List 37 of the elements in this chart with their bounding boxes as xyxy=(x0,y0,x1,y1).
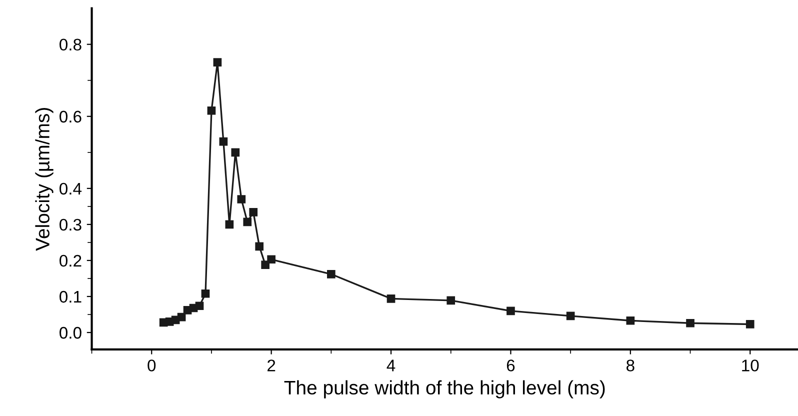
y-tick-label: 0.0 xyxy=(60,326,82,339)
point xyxy=(626,316,635,325)
y-tick-label: 0.2 xyxy=(60,254,82,267)
y-tick-label: 0.1 xyxy=(60,290,82,303)
point xyxy=(213,58,222,67)
point xyxy=(231,148,240,157)
y-tick-label: 0.8 xyxy=(60,38,82,51)
x-tick-label: 8 xyxy=(626,360,634,372)
point xyxy=(225,220,234,229)
x-tick-label: 6 xyxy=(506,360,515,372)
point xyxy=(243,218,252,226)
point xyxy=(686,318,694,328)
point xyxy=(201,289,210,298)
point xyxy=(249,208,258,216)
point xyxy=(255,242,264,251)
point xyxy=(746,320,754,328)
y-tick-label: 0.6 xyxy=(60,110,82,123)
point xyxy=(261,260,270,269)
point xyxy=(327,270,336,278)
y-tick-label: 0.3 xyxy=(60,218,82,231)
y-axis-title: Velocity (µm/ms) xyxy=(35,108,54,251)
x-tick-label: 2 xyxy=(268,360,276,372)
y-tick-label: 0.4 xyxy=(60,182,82,195)
point xyxy=(386,294,396,303)
point xyxy=(566,312,575,320)
x-axis-title: The pulse width of the high level (ms) xyxy=(284,380,605,398)
point xyxy=(446,296,456,305)
point xyxy=(267,255,276,264)
point xyxy=(207,106,216,115)
x-tick-label: 10 xyxy=(742,360,759,372)
point xyxy=(506,306,515,316)
point xyxy=(177,312,186,322)
point xyxy=(237,195,246,204)
point xyxy=(219,137,228,146)
x-tick-label: 0 xyxy=(148,360,156,372)
point xyxy=(195,302,204,310)
x-tick-label: 4 xyxy=(386,360,396,372)
